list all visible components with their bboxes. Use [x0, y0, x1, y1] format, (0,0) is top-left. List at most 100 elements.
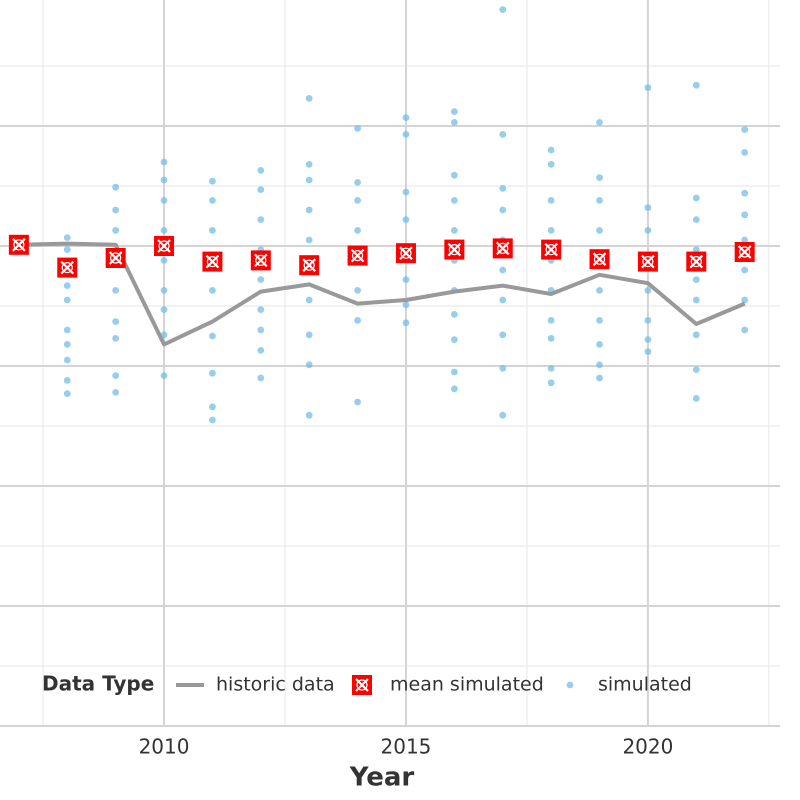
simulated-point	[596, 197, 603, 204]
marker-ring	[593, 253, 606, 265]
marker-ring	[400, 247, 412, 259]
simulated-point	[305, 331, 313, 339]
simulated-point	[596, 174, 603, 182]
marker-ring	[739, 246, 751, 258]
simulated-point	[741, 126, 749, 133]
mean-marker	[444, 239, 465, 260]
mean-marker	[637, 251, 658, 272]
mean-marker	[395, 243, 416, 264]
marker-ring	[206, 256, 219, 268]
marker-x	[447, 242, 462, 257]
marker-x	[108, 251, 123, 265]
simulated-point	[305, 296, 313, 304]
simulated-point	[257, 216, 265, 224]
historic-line	[18, 241, 746, 347]
simulated-point	[209, 403, 216, 411]
simulated-point	[547, 227, 555, 234]
marker-ring	[110, 252, 122, 264]
simulated-point	[209, 416, 216, 424]
simulated-point	[547, 317, 555, 324]
simulated-point	[692, 296, 700, 304]
simulated-point	[209, 227, 216, 234]
simulated-point	[257, 276, 265, 283]
x-tick-label: 2010	[139, 735, 190, 759]
marker-x	[592, 252, 607, 266]
simulated-point	[402, 131, 410, 138]
simulated-point	[209, 177, 216, 185]
simulated-point	[63, 234, 71, 242]
marker-x	[495, 241, 510, 256]
simulated-point	[644, 317, 652, 324]
simulated-point	[450, 197, 458, 204]
simulated-point	[741, 189, 749, 197]
marker-ring	[642, 256, 654, 268]
simulated-point	[257, 167, 265, 174]
simulated-point	[692, 331, 700, 339]
marker-x	[350, 248, 365, 263]
simulated-point	[257, 347, 265, 354]
simulated-point	[305, 176, 313, 184]
simulated-point	[305, 411, 313, 419]
plot-marks	[8, 6, 755, 424]
simulated-point	[305, 236, 313, 244]
mean-marker	[734, 242, 755, 262]
simulated-point	[402, 319, 410, 327]
marker-x	[355, 678, 369, 692]
legend-key	[566, 681, 574, 689]
simulated-point	[257, 374, 265, 382]
simulated-point	[692, 81, 700, 89]
marker-ring	[356, 679, 368, 691]
simulated-point	[402, 216, 410, 224]
marker-x	[641, 254, 655, 269]
simulated-point	[596, 317, 603, 324]
marker-x	[689, 254, 704, 269]
mean-marker	[352, 675, 372, 695]
simulated-point	[354, 227, 361, 234]
simulated-point	[112, 389, 120, 396]
simulated-point	[257, 186, 265, 194]
marker-ring	[545, 244, 557, 256]
marker-ring	[303, 259, 315, 271]
marker-ring	[158, 240, 170, 252]
simulated-point	[499, 206, 507, 214]
simulated-point	[499, 331, 507, 339]
mean-marker	[202, 251, 223, 272]
simulated-point	[692, 366, 700, 373]
legend-label: historic data	[216, 674, 335, 696]
simulated-point	[160, 227, 168, 234]
simulated-point	[547, 161, 555, 168]
simulated-point	[354, 398, 361, 406]
simulated-point	[499, 6, 507, 13]
simulated-point	[547, 379, 555, 387]
simulated-point	[160, 158, 168, 166]
mean-marker	[492, 238, 513, 259]
simulated-point	[354, 287, 361, 294]
simulated-point	[499, 365, 507, 372]
simulated-point	[305, 206, 313, 214]
simulated-point	[160, 176, 168, 184]
simulated-point	[305, 361, 313, 369]
simulated-point	[644, 227, 652, 234]
simulated-point	[450, 119, 458, 126]
simulated-point	[450, 385, 458, 393]
simulated-point	[160, 372, 168, 379]
simulated-point	[596, 287, 603, 294]
simulated-point	[644, 204, 652, 212]
marker-ring	[497, 242, 509, 254]
simulated-point	[499, 185, 507, 192]
simulated-point	[63, 282, 71, 289]
simulated-point	[741, 266, 749, 274]
simulated-point	[354, 317, 361, 324]
simulated-point	[741, 211, 749, 219]
simulated-point	[499, 296, 507, 304]
simulated-point	[63, 341, 71, 348]
simulated-point	[209, 197, 216, 204]
simulated-point	[354, 197, 361, 204]
simulated-point	[160, 257, 168, 264]
simulated-point	[402, 114, 410, 121]
mean-marker	[347, 245, 368, 266]
simulated-point	[160, 197, 168, 204]
legend-label: mean simulated	[390, 674, 544, 696]
mean-marker	[589, 249, 610, 270]
